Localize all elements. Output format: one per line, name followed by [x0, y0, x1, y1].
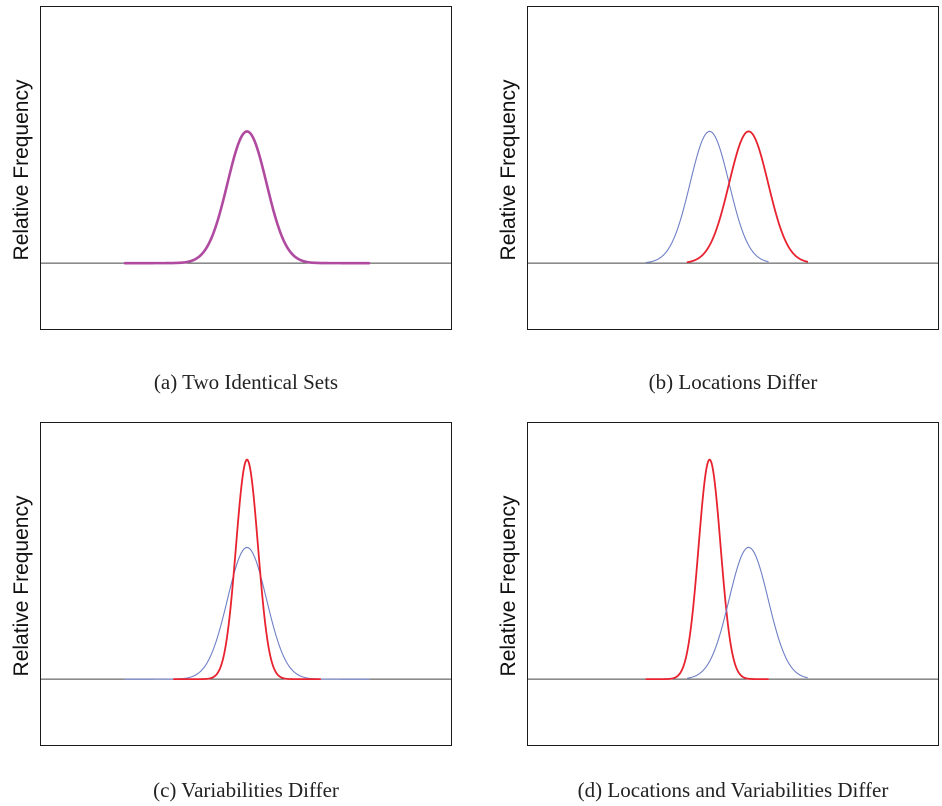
chart-panel-a [40, 6, 452, 330]
chart-panel-c [40, 422, 452, 746]
series-line-a-1 [123, 130, 371, 265]
series-line-b-1 [645, 130, 769, 264]
y-axis-label-c: Relative Frequency [10, 495, 33, 677]
series-line-d-1 [645, 458, 770, 681]
caption-d: (d) Locations and Variabilities Differ [577, 778, 889, 802]
y-axis-label-a: Relative Frequency [10, 79, 33, 261]
chart-plot-d [528, 458, 938, 681]
caption-a: (a) Two Identical Sets [153, 370, 339, 394]
chart-plot-a [41, 130, 451, 265]
chart-panel-b [527, 6, 939, 330]
caption-c: (c) Variabilities Differ [153, 778, 339, 802]
chart-plot-c [41, 458, 451, 681]
y-axis-label-d: Relative Frequency [497, 495, 520, 677]
chart-plot-b [528, 130, 938, 264]
caption-b: (b) Locations Differ [648, 370, 818, 394]
series-line-c-1 [124, 546, 370, 680]
series-line-c-2 [172, 458, 322, 681]
y-axis-label-b: Relative Frequency [497, 79, 520, 261]
series-line-b-2 [686, 130, 809, 264]
chart-panel-d [527, 422, 939, 746]
series-line-d-2 [687, 546, 808, 679]
